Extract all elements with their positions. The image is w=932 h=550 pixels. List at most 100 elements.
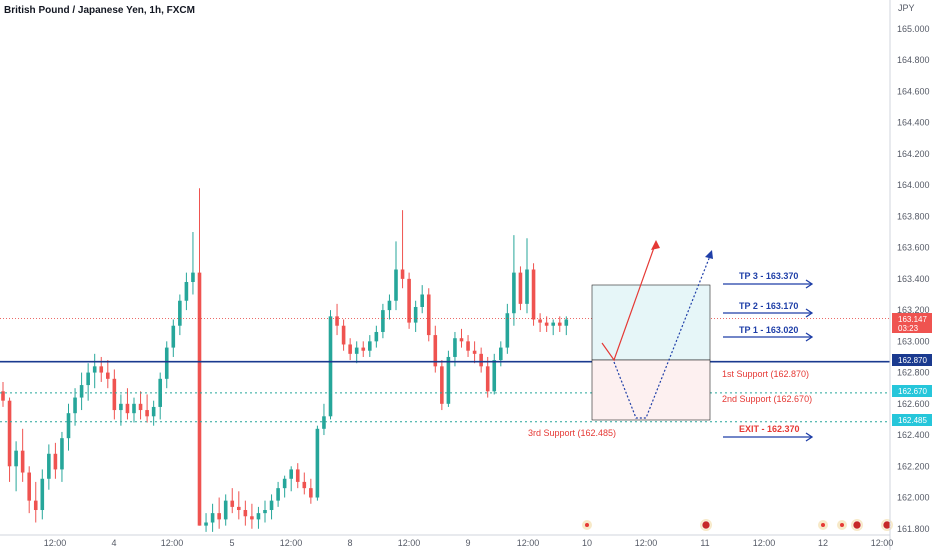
candle-body <box>302 481 307 489</box>
price-tick-label: 162.400 <box>897 430 930 440</box>
candle-body <box>564 319 569 326</box>
candle-body <box>53 453 58 470</box>
candle-body <box>20 450 25 473</box>
candle-body <box>230 500 235 507</box>
time-tick-label: 12:00 <box>280 538 303 548</box>
candle-body <box>394 269 398 301</box>
time-tick-label: 12 <box>818 538 828 548</box>
blue-line-value: 162.870 <box>898 356 927 365</box>
candle-body <box>243 510 248 517</box>
time-tick-label: 12:00 <box>44 538 67 548</box>
candle-body <box>322 416 326 429</box>
candle-body <box>256 513 261 520</box>
candle-body <box>145 410 149 417</box>
candle-body <box>485 366 490 392</box>
candle-body <box>184 281 189 301</box>
candle-body <box>361 347 366 351</box>
candle-body <box>33 500 38 511</box>
candle-body <box>237 506 241 511</box>
candles <box>1 188 569 532</box>
price-badges: 163.147 03:23 162.870 162.670 162.485 <box>892 313 932 426</box>
time-tick-label: 12:00 <box>517 538 540 548</box>
candle-body <box>1 391 5 401</box>
candle-body <box>413 306 418 323</box>
candle-body <box>400 269 405 279</box>
event-markers <box>582 519 893 531</box>
candle-body <box>420 294 424 307</box>
price-tick-label: 164.400 <box>897 118 930 128</box>
candle-body <box>14 450 18 467</box>
blue-dotted-arrow-head <box>705 250 713 259</box>
candle-body <box>466 341 470 351</box>
candle-body <box>335 316 339 326</box>
candle-body <box>73 397 77 414</box>
price-tick-label: 162.800 <box>897 368 930 378</box>
candle-body <box>250 516 254 520</box>
candle-body <box>47 453 51 479</box>
candle-body <box>112 378 117 411</box>
candle-body <box>40 478 45 511</box>
time-tick-label: 12:00 <box>753 538 776 548</box>
currency-label: JPY <box>898 3 915 13</box>
candle-body <box>531 269 536 320</box>
candle-body <box>86 372 90 386</box>
candle-body <box>138 403 143 411</box>
time-tick-label: 9 <box>465 538 470 548</box>
candle-body <box>328 316 333 417</box>
candle-body <box>354 347 359 354</box>
candle-body <box>282 478 287 489</box>
candle-body <box>341 325 346 345</box>
support2-value: 162.670 <box>898 387 927 396</box>
candle-body <box>289 469 293 479</box>
tp2-label: TP 2 - 163.170 <box>739 301 798 311</box>
time-tick-label: 4 <box>111 538 116 548</box>
price-tick-label: 164.000 <box>897 180 930 190</box>
candle-body <box>204 522 208 526</box>
price-tick-label: 161.800 <box>897 524 930 534</box>
candle-body <box>276 488 280 501</box>
price-tick-label: 162.000 <box>897 493 930 503</box>
candle-body <box>315 428 320 498</box>
price-axis[interactable]: 165.000 164.800 164.600 164.400 164.200 164.0… <box>897 24 930 534</box>
support2-label: 2nd Support (162.670) <box>722 394 812 404</box>
time-tick-label: 12:00 <box>398 538 421 548</box>
time-tick-label: 12:00 <box>161 538 184 548</box>
candle-body <box>440 366 444 404</box>
candle-body <box>79 385 84 398</box>
candle-body <box>479 353 483 367</box>
target-zone[interactable] <box>591 284 711 361</box>
candle-body <box>512 272 516 314</box>
candle-body <box>125 403 130 414</box>
candle-body <box>99 366 104 373</box>
current-price-value: 163.147 <box>898 315 927 324</box>
support2-badge <box>892 385 932 397</box>
time-tick-label: 5 <box>229 538 234 548</box>
candle-body <box>178 300 182 326</box>
candle-body <box>269 500 274 511</box>
stop-zone[interactable] <box>591 359 711 421</box>
time-tick-label: 11 <box>700 538 709 548</box>
tp-arrows <box>723 279 814 442</box>
candle-body <box>92 366 97 373</box>
blue-dotted-path <box>613 255 711 419</box>
candle-body <box>499 347 503 361</box>
candle-body <box>263 510 267 514</box>
candle-body <box>27 472 31 501</box>
chart-title: British Pound / Japanese Yen, 1h, FXCM <box>4 5 195 16</box>
candle-body <box>551 322 555 326</box>
price-tick-label: 164.800 <box>897 55 930 65</box>
candle-body <box>66 413 71 439</box>
candle-body <box>171 325 176 348</box>
price-tick-label: 163.800 <box>897 211 930 221</box>
time-tick-label: 10 <box>582 538 592 548</box>
price-tick-label: 165.000 <box>897 24 930 34</box>
price-tick-label: 162.600 <box>897 399 930 409</box>
support3-label: 3rd Support (162.485) <box>528 428 616 438</box>
candle-body <box>525 269 529 304</box>
candle-body <box>544 322 549 326</box>
red-arrow-path <box>601 241 657 362</box>
candle-body <box>459 338 464 342</box>
price-tick-label: 163.000 <box>897 336 930 346</box>
time-axis[interactable]: 12:00 4 12:00 5 12:00 8 12:00 9 12:00 10 12:00 11 12… <box>44 538 894 548</box>
